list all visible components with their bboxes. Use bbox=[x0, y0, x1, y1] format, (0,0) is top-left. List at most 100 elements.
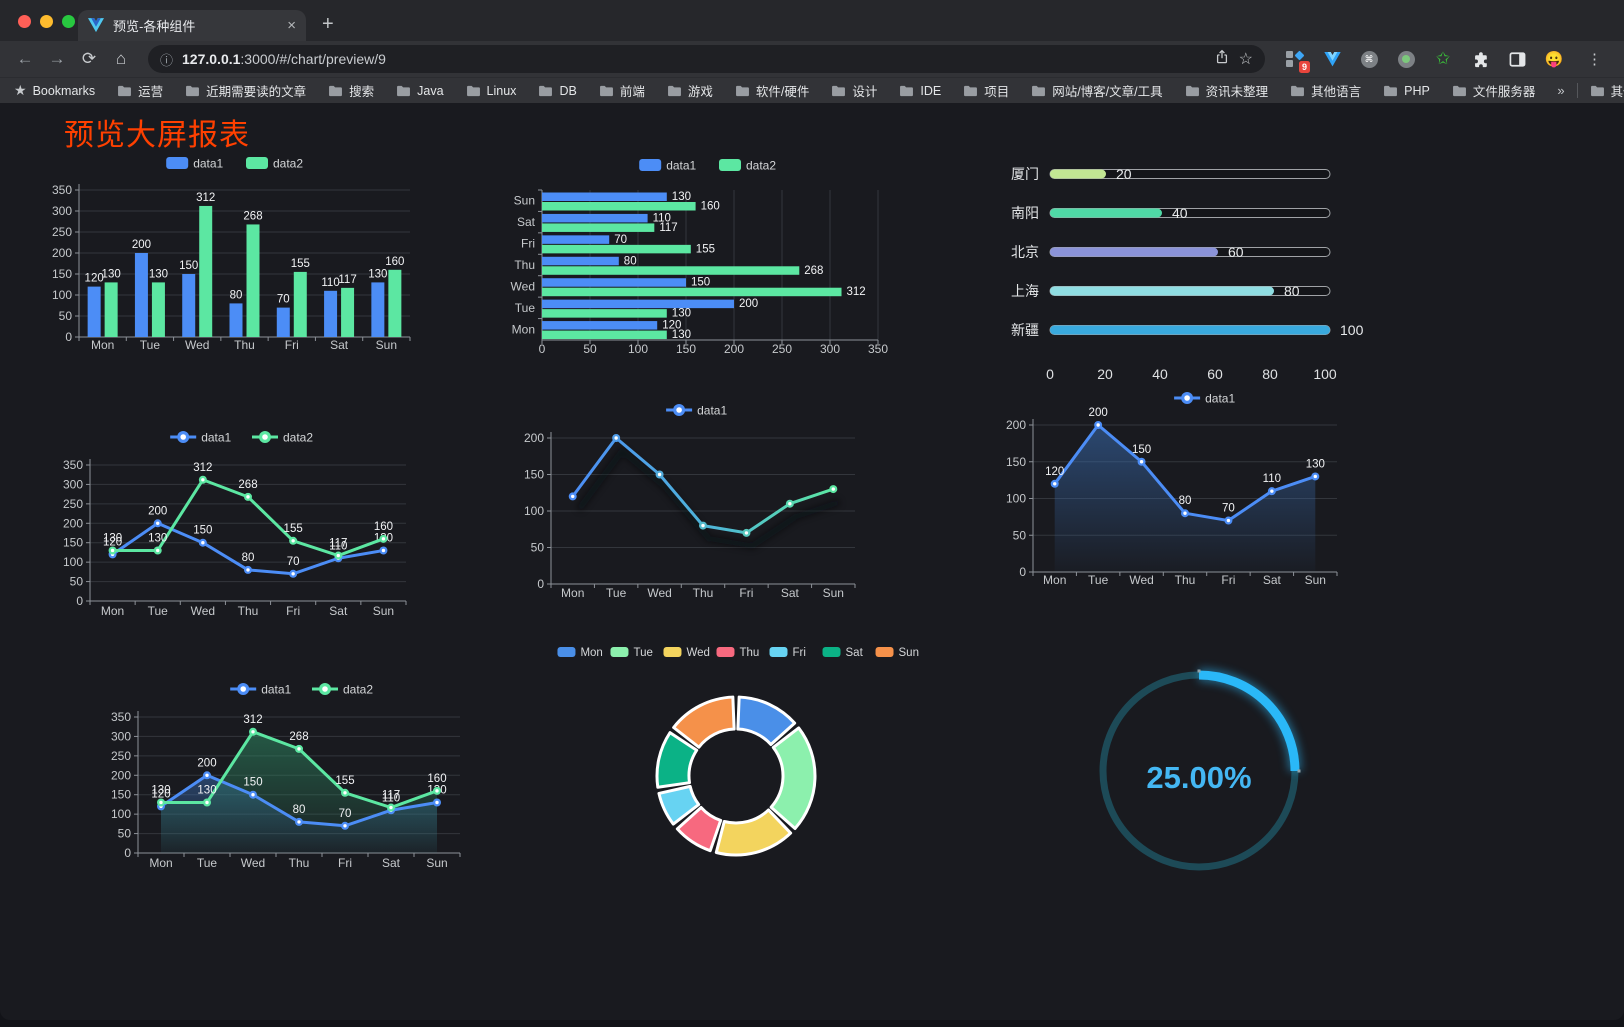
svg-text:200: 200 bbox=[52, 246, 72, 260]
vue-devtools-icon[interactable] bbox=[1322, 49, 1342, 69]
bookmark-item[interactable]: 其他语言 bbox=[1290, 81, 1361, 100]
home-icon[interactable]: ⌂ bbox=[115, 49, 127, 68]
svg-text:150: 150 bbox=[243, 777, 262, 789]
bookmark-item[interactable]: Linux bbox=[466, 81, 516, 100]
site-info-icon[interactable]: ⓘ bbox=[160, 52, 174, 68]
svg-text:250: 250 bbox=[63, 497, 83, 511]
browser-tab[interactable]: 预览-各种组件 × bbox=[78, 10, 306, 41]
svg-text:110: 110 bbox=[321, 277, 339, 289]
recorder-extension-icon[interactable] bbox=[1396, 49, 1416, 69]
other-bookmarks-label: 其他书签 bbox=[1610, 85, 1624, 99]
svg-text:160: 160 bbox=[385, 256, 404, 268]
svg-text:厦门: 厦门 bbox=[1011, 166, 1039, 182]
svg-text:130: 130 bbox=[672, 329, 691, 341]
back-icon[interactable]: ← bbox=[16, 49, 34, 68]
bookmarks-manager[interactable]: ★ Bookmarks bbox=[14, 82, 95, 99]
svg-text:Fri: Fri bbox=[739, 586, 753, 600]
share-icon[interactable] bbox=[1214, 49, 1230, 70]
svg-text:70: 70 bbox=[339, 808, 352, 820]
bookmark-item[interactable]: 游戏 bbox=[667, 81, 713, 100]
folder-icon bbox=[1452, 85, 1466, 96]
extension-grid-icon[interactable]: 9 bbox=[1285, 49, 1310, 73]
svg-text:130: 130 bbox=[1306, 458, 1325, 470]
bookmark-item[interactable]: 文件服务器 bbox=[1452, 81, 1535, 100]
extensions-area: 9 ⌘ ✩ 😛 ⋮ bbox=[1279, 49, 1612, 73]
svg-text:Mon: Mon bbox=[91, 338, 114, 352]
minimize-window-button[interactable] bbox=[40, 15, 53, 28]
command-extension-icon[interactable]: ⌘ bbox=[1359, 49, 1379, 69]
svg-text:150: 150 bbox=[111, 788, 131, 802]
svg-text:Fri: Fri bbox=[521, 237, 535, 251]
bookmark-item[interactable]: Java bbox=[396, 81, 444, 100]
folder-icon bbox=[599, 85, 613, 96]
chart-bar-vertical: data1 data2 0 50 100 150 200 250 300 350 Mon Tue Wed… bbox=[45, 150, 420, 367]
svg-text:100: 100 bbox=[628, 342, 648, 356]
close-window-button[interactable] bbox=[18, 15, 31, 28]
svg-text:北京: 北京 bbox=[1011, 244, 1039, 260]
svg-text:312: 312 bbox=[196, 192, 215, 204]
svg-text:350: 350 bbox=[52, 183, 72, 197]
bookmark-item[interactable]: 项目 bbox=[963, 81, 1009, 100]
bookmark-item[interactable]: 运营 bbox=[117, 81, 163, 100]
url-text[interactable]: 127.0.0.1:3000/#/chart/preview/9 bbox=[182, 51, 386, 67]
forward-icon[interactable]: → bbox=[48, 49, 66, 68]
new-tab-button[interactable]: + bbox=[322, 13, 334, 35]
chart-canvas-bar-horizontal: data1 data2 0 50 100 150 200 250 300 350 Sun 130 160… bbox=[511, 158, 889, 356]
reload-icon[interactable]: ⟳ bbox=[81, 49, 97, 68]
bookmark-item[interactable]: 资讯未整理 bbox=[1185, 81, 1268, 100]
bookmark-item[interactable]: PHP bbox=[1383, 81, 1430, 100]
tab-title: 预览-各种组件 bbox=[113, 19, 196, 34]
bookmarks-label: Bookmarks bbox=[32, 83, 96, 98]
folder-icon bbox=[397, 85, 411, 96]
svg-text:Thu: Thu bbox=[514, 258, 535, 272]
bookmark-item[interactable]: 前端 bbox=[599, 81, 645, 100]
svg-text:Sun: Sun bbox=[899, 647, 919, 659]
bookmark-item[interactable]: 软件/硬件 bbox=[735, 81, 809, 100]
chart-area-single: data1 0 50 100 150 200 Mon Tue Wed Thu Fri Sat Sun 12… bbox=[995, 388, 1345, 600]
bookmark-item[interactable]: DB bbox=[538, 81, 577, 100]
bookmark-item[interactable]: 网站/博客/文章/工具 bbox=[1031, 81, 1163, 100]
bookmarks-right: » 其他书签 bbox=[1557, 81, 1624, 100]
svg-text:110: 110 bbox=[382, 792, 400, 804]
svg-text:117: 117 bbox=[659, 222, 677, 234]
chart-canvas-area-dual: data1 data2 0 50 100 150 200 250 300 350 Mon Tue Wed… bbox=[111, 682, 461, 870]
tab-close-icon[interactable]: × bbox=[287, 17, 296, 34]
bookmark-item[interactable]: 近期需要读的文章 bbox=[185, 81, 306, 100]
bookmark-item[interactable]: 搜索 bbox=[328, 81, 374, 100]
menu-kebab-icon[interactable]: ⋮ bbox=[1587, 51, 1602, 68]
svg-text:80: 80 bbox=[242, 552, 255, 564]
svg-text:Thu: Thu bbox=[739, 647, 759, 659]
zoom-window-button[interactable] bbox=[62, 15, 75, 28]
svg-text:100: 100 bbox=[524, 504, 544, 518]
folder-icon bbox=[1590, 85, 1604, 96]
extensions-puzzle-icon[interactable] bbox=[1470, 49, 1490, 69]
bookmark-items: 运营 近期需要读的文章 搜索 Java Linux DB 前端 游戏 软件/硬件 设计 IDE 项目 网… bbox=[117, 81, 1535, 100]
svg-text:110: 110 bbox=[329, 540, 347, 552]
svg-text:0: 0 bbox=[65, 330, 72, 344]
folder-icon bbox=[832, 85, 846, 96]
bookmark-item[interactable]: IDE bbox=[899, 81, 941, 100]
svg-text:150: 150 bbox=[1132, 444, 1151, 456]
emoji-extension-icon[interactable]: 😛 bbox=[1544, 51, 1564, 68]
bookmarks-overflow-icon[interactable]: » bbox=[1557, 83, 1565, 98]
green-star-extension-icon[interactable]: ✩ bbox=[1435, 49, 1451, 68]
svg-text:Fri: Fri bbox=[793, 647, 806, 659]
svg-text:Tue: Tue bbox=[148, 604, 169, 618]
window-titlebar: 预览-各种组件 × + bbox=[0, 0, 1624, 41]
svg-text:150: 150 bbox=[1006, 455, 1026, 469]
bookmark-item[interactable]: 设计 bbox=[831, 81, 877, 100]
address-bar[interactable]: ⓘ 127.0.0.1:3000/#/chart/preview/9 ☆ bbox=[148, 45, 1265, 73]
other-bookmarks[interactable]: 其他书签 bbox=[1590, 81, 1624, 100]
svg-text:Wed: Wed bbox=[647, 586, 671, 600]
svg-text:150: 150 bbox=[676, 342, 696, 356]
side-panel-icon[interactable] bbox=[1507, 49, 1527, 69]
svg-text:268: 268 bbox=[804, 265, 823, 277]
bookmark-star-icon[interactable]: ☆ bbox=[1238, 51, 1253, 68]
folder-icon bbox=[1032, 85, 1046, 96]
svg-text:155: 155 bbox=[284, 523, 303, 535]
svg-text:130: 130 bbox=[103, 532, 122, 544]
svg-text:100: 100 bbox=[1006, 492, 1026, 506]
svg-text:80: 80 bbox=[624, 255, 637, 267]
vue-favicon-icon bbox=[88, 18, 104, 33]
svg-text:130: 130 bbox=[148, 532, 167, 544]
